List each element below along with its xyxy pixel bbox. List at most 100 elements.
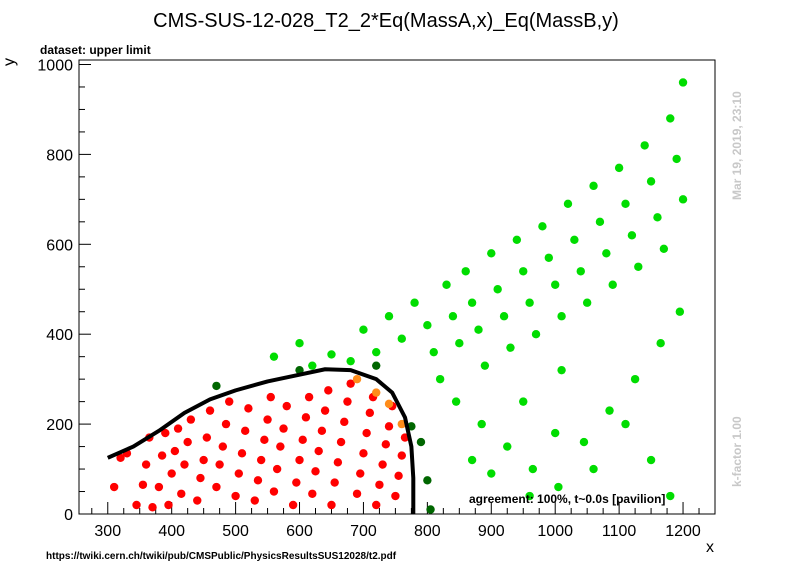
data-point-excluded <box>356 469 365 478</box>
data-point-allowed <box>448 312 458 321</box>
data-point-allowed <box>269 352 279 361</box>
data-point-excluded <box>164 500 173 510</box>
data-point-excluded <box>154 482 164 492</box>
dataset-label: dataset: upper limit <box>40 43 151 57</box>
data-point-excluded <box>170 446 180 456</box>
data-point-excluded <box>362 428 371 438</box>
data-point-excluded <box>394 471 403 480</box>
data-point-excluded <box>215 460 224 469</box>
data-point-allowed-disagree <box>426 505 435 514</box>
data-point-allowed <box>666 114 675 123</box>
data-point-allowed-disagree <box>372 361 381 370</box>
data-point-allowed <box>544 253 554 262</box>
data-point-excluded <box>308 489 317 498</box>
data-point-excluded <box>372 500 381 510</box>
data-point-excluded <box>276 442 285 451</box>
data-point-allowed <box>640 141 649 150</box>
data-point-allowed <box>372 347 381 357</box>
data-point-allowed <box>605 406 614 415</box>
data-point-allowed <box>554 482 563 492</box>
data-point-excluded <box>225 397 234 406</box>
data-point-excluded <box>167 469 176 478</box>
data-point-excluded <box>397 451 406 460</box>
data-point-allowed <box>384 312 394 321</box>
data-point-allowed <box>519 267 528 276</box>
y-tick-label: 1000 <box>37 57 73 74</box>
data-point-allowed <box>435 374 445 384</box>
data-point-excluded <box>240 426 250 436</box>
data-point-excluded <box>196 473 205 483</box>
data-point-excluded <box>292 478 301 487</box>
data-point-allowed <box>551 280 560 289</box>
data-point-excluded <box>279 424 288 433</box>
data-point-allowed <box>608 280 617 289</box>
data-point-allowed <box>579 437 589 447</box>
data-point-excluded <box>116 453 125 463</box>
data-point-allowed <box>487 249 496 258</box>
data-point-allowed <box>308 361 317 370</box>
data-point-allowed <box>646 177 656 186</box>
data-point-excluded <box>231 491 240 501</box>
data-point-allowed <box>429 347 438 357</box>
data-point-excluded <box>288 500 298 510</box>
data-point-allowed <box>582 298 592 307</box>
data-point-allowed <box>672 154 681 164</box>
x-tick-label: 1200 <box>665 523 701 540</box>
data-point-allowed <box>557 312 566 321</box>
timestamp: Mar 19, 2019, 23:10 <box>730 91 744 200</box>
data-point-excluded <box>218 442 228 451</box>
data-point-excluded <box>132 500 141 510</box>
y-tick-label: 800 <box>46 147 73 164</box>
data-point-allowed <box>519 397 528 406</box>
y-axis-title: y <box>1 58 18 66</box>
data-point-allowed <box>659 244 669 253</box>
data-point-allowed <box>477 419 486 429</box>
data-point-excluded <box>148 503 157 512</box>
data-point-allowed <box>595 217 605 227</box>
data-point-allowed <box>327 350 336 359</box>
data-point-allowed <box>656 338 665 348</box>
data-point-excluded <box>359 449 368 458</box>
data-point-excluded <box>237 449 247 458</box>
data-point-allowed <box>602 249 611 258</box>
data-point-excluded <box>378 460 387 469</box>
data-point-allowed <box>525 491 534 501</box>
y-axis: 0 200 400 600 800 1000 <box>37 57 91 524</box>
data-point-excluded <box>186 415 196 424</box>
data-point-excluded <box>384 422 394 431</box>
x-axis-title: x <box>706 539 714 556</box>
data-point-excluded <box>173 424 183 433</box>
data-point-allowed <box>467 298 477 307</box>
x-tick-label: 600 <box>286 523 313 540</box>
source-url: https://twiki.cern.ch/twiki/pub/CMSPubli… <box>46 551 397 562</box>
data-point-allowed <box>627 231 637 240</box>
data-point-excluded <box>336 437 346 447</box>
data-point-allowed <box>557 365 566 375</box>
x-tick-label: 400 <box>158 523 185 540</box>
data-point-allowed <box>499 312 509 321</box>
data-point-excluded <box>314 446 323 456</box>
data-point-allowed <box>630 374 640 384</box>
data-point-allowed <box>503 442 512 451</box>
data-point-allowed <box>675 307 685 316</box>
data-point-excluded <box>282 401 291 411</box>
data-point-allowed <box>295 338 304 348</box>
data-point-allowed <box>474 325 483 334</box>
data-point-excluded <box>109 482 119 492</box>
data-point-allowed <box>487 469 496 478</box>
data-point-allowed <box>621 419 630 429</box>
data-point-excluded <box>343 397 352 406</box>
data-point-allowed <box>621 199 630 209</box>
exclusion-contour <box>106 367 416 514</box>
data-point-allowed <box>512 235 522 245</box>
data-point-excluded <box>317 426 327 436</box>
data-point-excluded <box>193 496 202 505</box>
data-point-excluded <box>298 435 307 445</box>
data-point-allowed <box>359 325 368 334</box>
data-point-allowed-disagree <box>212 381 221 391</box>
data-point-excluded <box>266 392 275 402</box>
data-point-excluded <box>202 433 212 442</box>
data-point-excluded <box>253 476 263 485</box>
x-tick-label: 700 <box>350 523 377 540</box>
data-point-excluded <box>256 455 266 465</box>
